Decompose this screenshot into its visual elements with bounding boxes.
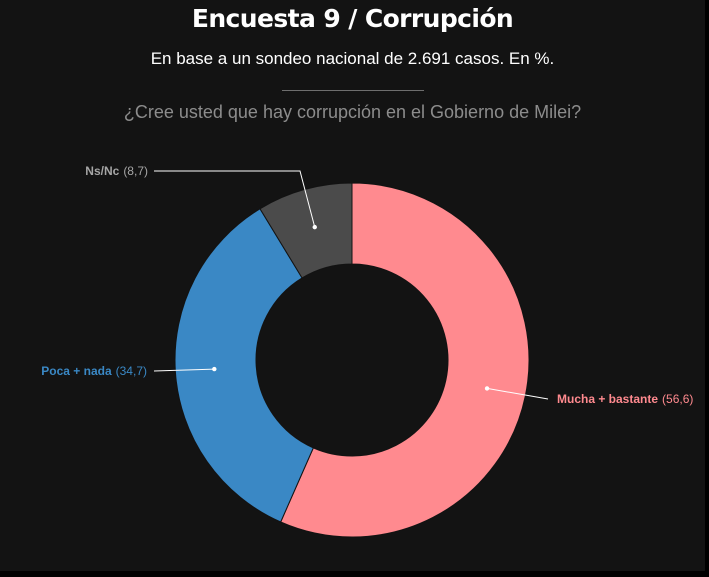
frame-edge [705,0,709,577]
survey-question: ¿Cree usted que hay corrupción en el Gob… [123,102,582,122]
slice-label-ns-nc: Ns/Nc (8,7) [85,164,148,178]
leader-line-poca-nada [153,368,215,372]
title-divider [282,90,424,91]
leader-dot-mucha-bastante [484,386,490,391]
chart-title: Encuesta 9 / Corrupción [191,4,514,33]
slice-label-name: Ns/Nc [85,164,119,178]
slice-label-value: (56,6) [662,392,693,406]
chart-subtitle: En base a un sondeo nacional de 2.691 ca… [150,49,555,68]
leader-dot-poca-nada [212,366,217,372]
slice-label-mucha-bastante: Mucha + bastante (56,6) [557,392,693,406]
leader-line-mucha-bastante [486,387,549,400]
slice-label-value: (34,7) [116,364,147,378]
slice-mucha-bastante [280,182,530,538]
slice-poca-nada [174,208,314,523]
slice-label-name: Mucha + bastante [557,392,658,406]
slice-label-value: (8,7) [123,164,148,178]
slice-label-poca-nada: Poca + nada (34,7) [41,364,147,378]
leader-dot-ns-nc [312,224,317,230]
slice-ns-nc [259,182,353,279]
leader-line-ns-nc [154,170,316,228]
slice-label-name: Poca + nada [41,364,112,378]
